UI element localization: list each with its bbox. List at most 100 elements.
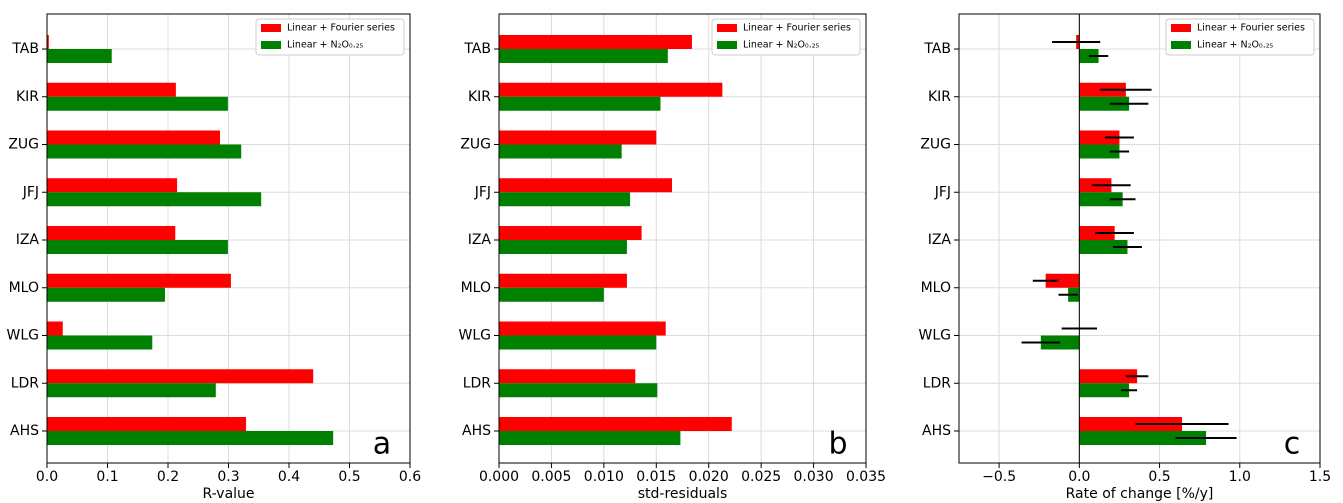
legend-label: Linear + N₂O₀.₂₅ xyxy=(1197,40,1274,51)
x-tick-label: 0.005 xyxy=(531,469,571,485)
bar xyxy=(47,273,231,288)
bar xyxy=(1079,240,1128,254)
y-tick-label: JFJ xyxy=(22,184,39,200)
legend-label: Linear + Fourier series xyxy=(743,23,851,34)
y-tick-label: KIR xyxy=(16,89,39,105)
panel-letter: c xyxy=(1284,427,1301,462)
bar xyxy=(1045,273,1080,288)
bar xyxy=(1079,144,1120,159)
bar xyxy=(47,178,178,193)
legend-box xyxy=(711,18,861,56)
bar xyxy=(1079,431,1207,445)
x-tick-label: 0.5 xyxy=(338,469,360,485)
y-tick-label: AHS xyxy=(10,423,39,439)
bar xyxy=(499,82,723,97)
bar xyxy=(499,96,661,111)
bar xyxy=(47,369,314,384)
bar xyxy=(47,287,165,302)
panel: 0.000 0.005 0.010 0.015 0.020 0.025 0.030 0.035… xyxy=(459,13,886,502)
bar xyxy=(499,335,657,350)
y-tick-label: MLO xyxy=(921,280,951,296)
legend-label: Linear + N₂O₀.₂₅ xyxy=(743,40,820,51)
x-tick-label: 0.6 xyxy=(399,469,421,485)
bar xyxy=(47,192,262,207)
plot-frame xyxy=(46,13,411,464)
legend-label: Linear + Fourier series xyxy=(287,23,395,34)
bar xyxy=(47,49,112,63)
x-tick-label: 0.000 xyxy=(479,469,519,485)
y-tick-label: WLG xyxy=(919,328,952,344)
panel-letter: a xyxy=(373,427,391,462)
bar xyxy=(499,192,631,207)
bar xyxy=(1079,369,1138,384)
bar xyxy=(1079,192,1123,207)
x-tick-label: 0.5 xyxy=(1148,469,1170,485)
bar xyxy=(499,240,627,254)
x-tick-label: 0.030 xyxy=(794,469,834,485)
y-tick-label: LDR xyxy=(463,375,492,391)
x-axis-label: R-value xyxy=(202,486,254,502)
legend-swatch xyxy=(717,41,737,49)
bar xyxy=(47,383,216,398)
x-tick-label: 0.0 xyxy=(36,469,58,485)
bar xyxy=(499,321,666,336)
bar xyxy=(1079,130,1120,145)
bar xyxy=(499,383,658,398)
bar xyxy=(499,417,732,431)
y-tick-label: TAB xyxy=(11,41,39,57)
x-tick-label: 0.015 xyxy=(636,469,676,485)
x-axis-label: std-residuals xyxy=(638,486,728,502)
y-tick-label: KIR xyxy=(468,89,491,105)
bar xyxy=(499,49,668,63)
bar xyxy=(1079,417,1183,431)
x-tick-label: 0.1 xyxy=(96,469,118,485)
y-tick-label: AHS xyxy=(922,423,951,439)
bar xyxy=(499,35,692,49)
y-tick-label: ZUG xyxy=(920,137,951,153)
bar xyxy=(47,417,247,431)
panel: −0.5 0.0 0.5 1.0 1.5 TAB KIR ZUG JFJ IZA MLO WLG LDR… xyxy=(919,13,1331,502)
y-tick-label: IZA xyxy=(468,232,492,248)
bar xyxy=(499,178,673,193)
x-tick-label: 0.025 xyxy=(741,469,781,485)
legend-box xyxy=(255,18,405,56)
x-tick-label: 0.2 xyxy=(157,469,179,485)
bar xyxy=(499,144,622,159)
y-tick-label: TAB xyxy=(463,41,491,57)
legend-swatch xyxy=(1171,24,1191,32)
bar xyxy=(499,130,657,145)
bar xyxy=(47,144,242,159)
y-tick-label: IZA xyxy=(16,232,40,248)
bar xyxy=(47,240,228,254)
y-tick-label: ZUG xyxy=(8,137,39,153)
panel: 0.0 0.1 0.2 0.3 0.4 0.5 0.6 TAB KIR ZUG JFJ IZA MLO W… xyxy=(7,13,421,502)
legend-box xyxy=(1165,18,1315,56)
x-tick-label: 0.010 xyxy=(584,469,624,485)
y-tick-label: LDR xyxy=(923,375,952,391)
x-tick-label: 1.0 xyxy=(1229,469,1251,485)
y-tick-label: ZUG xyxy=(460,137,491,153)
bar xyxy=(1079,383,1130,398)
bar xyxy=(1079,96,1130,111)
y-tick-label: TAB xyxy=(923,41,951,57)
y-tick-label: LDR xyxy=(11,375,40,391)
y-tick-label: KIR xyxy=(928,89,951,105)
x-tick-label: 0.020 xyxy=(689,469,729,485)
plot-frame xyxy=(958,13,1321,464)
bar xyxy=(47,35,49,49)
x-tick-label: −0.5 xyxy=(982,469,1016,485)
legend-swatch xyxy=(261,41,281,49)
bar xyxy=(499,431,681,445)
y-tick-label: AHS xyxy=(462,423,491,439)
y-tick-label: WLG xyxy=(459,328,492,344)
bar xyxy=(499,287,604,302)
bar xyxy=(47,335,153,350)
y-tick-label: JFJ xyxy=(474,184,491,200)
bar xyxy=(1040,335,1080,350)
legend-label: Linear + Fourier series xyxy=(1197,23,1305,34)
x-tick-label: 0.3 xyxy=(217,469,239,485)
bar xyxy=(47,431,334,445)
bar xyxy=(47,226,176,240)
panel-letter: b xyxy=(828,427,847,462)
plot-frame xyxy=(498,13,867,464)
